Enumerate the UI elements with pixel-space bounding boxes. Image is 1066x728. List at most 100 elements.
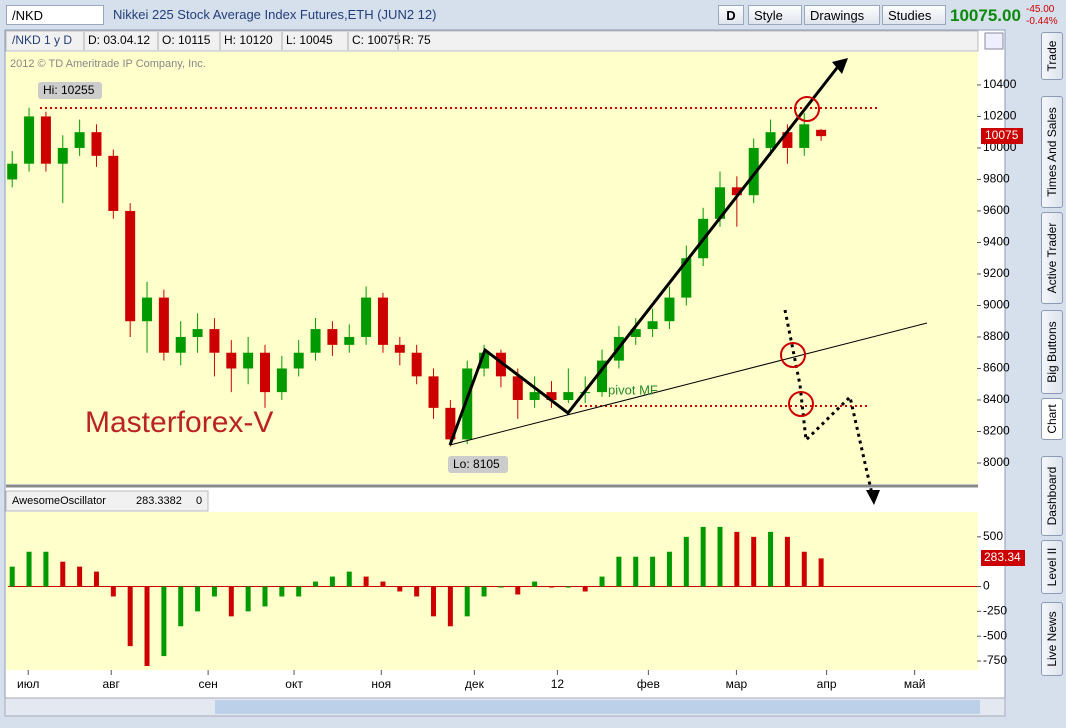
candle-body [647, 321, 658, 330]
tab-label: Live News [1045, 611, 1059, 667]
osc-bar [262, 586, 268, 607]
osc-bar [498, 586, 504, 588]
study-zero: 0 [196, 495, 202, 507]
y-tick-label: 8600 [983, 361, 1010, 375]
pivot-label: pivot MF [608, 382, 658, 397]
wave-lines [448, 63, 842, 446]
info-field: /NKD 1 y D [12, 33, 72, 47]
candle-body [57, 147, 68, 164]
side-tab[interactable]: Level II [1041, 540, 1063, 594]
osc-bar [818, 558, 824, 587]
side-tab[interactable]: Dashboard [1041, 456, 1063, 536]
scroll-thumb[interactable] [215, 700, 980, 714]
study-bar [5, 490, 209, 512]
osc-bar [380, 581, 386, 587]
y-tick-label: -500 [983, 628, 1007, 642]
x-tick-label: июл [17, 677, 39, 691]
studies-button[interactable]: Studies [882, 5, 946, 25]
candle-body [243, 352, 254, 369]
osc-bar [363, 576, 369, 587]
forecast-line [783, 309, 874, 495]
y-tick-label: 8800 [983, 329, 1010, 343]
osc-bar [582, 586, 588, 592]
study-name: AwesomeOscillator [12, 495, 106, 507]
osc-bar [178, 586, 184, 627]
osc-bar [397, 586, 403, 592]
style-label: Style [754, 8, 783, 23]
info-bar [5, 30, 979, 52]
candle-body [125, 210, 136, 322]
arrow-head [832, 58, 848, 74]
osc-bar [481, 586, 487, 597]
x-tick-label: авг [103, 677, 121, 691]
osc-bar [768, 531, 774, 587]
last-price: 10075.00 [950, 6, 1021, 25]
osc-bar [650, 556, 656, 587]
candle-body [142, 297, 153, 322]
candle-body [479, 352, 490, 369]
osc-bar [565, 586, 571, 588]
osc-bar [110, 586, 116, 597]
side-tab[interactable]: Active Trader [1041, 212, 1063, 304]
osc-tag [981, 550, 1025, 566]
osc-bar [751, 536, 757, 587]
osc-bar [633, 556, 639, 587]
osc-tag-label: 283.34 [984, 550, 1021, 564]
y-tick-label: 10200 [983, 109, 1017, 123]
osc-bar [464, 586, 470, 617]
osc-bar [666, 551, 672, 587]
osc-bar [700, 526, 706, 587]
y-tick-label: -750 [983, 653, 1007, 667]
info-field: R: 75 [402, 33, 431, 47]
x-tick-label: фев [637, 677, 660, 691]
tab-label: Level II [1045, 547, 1059, 587]
osc-bar [228, 586, 234, 617]
osc-bar [43, 551, 49, 587]
side-tab[interactable]: Live News [1041, 602, 1063, 676]
candle-body [91, 132, 102, 156]
chart: 2012 © TD Ameritrade IP Company, Inc. /N… [4, 29, 1025, 717]
osc-bar [93, 571, 99, 587]
circle-mark [794, 96, 820, 122]
candle-body [377, 297, 388, 345]
hi-label: Hi: 10255 [43, 83, 95, 97]
osc-bar [616, 556, 622, 587]
osc-bar [717, 526, 723, 587]
side-tab[interactable]: Big Buttons [1041, 310, 1063, 394]
osc-bar [346, 571, 352, 587]
watermark: Masterforex-V [85, 406, 273, 439]
osc-bar [161, 586, 167, 657]
candle-body [799, 124, 810, 148]
side-tab[interactable]: Trade [1041, 32, 1063, 80]
price-tag [981, 128, 1023, 144]
settings-icon[interactable] [984, 32, 1004, 50]
x-tick-label: апр [817, 677, 837, 691]
osc-bar [683, 536, 689, 587]
drawings-button[interactable]: Drawings [804, 5, 880, 25]
tab-label: Trade [1045, 40, 1059, 72]
annotations [40, 58, 928, 505]
symbol-box[interactable]: /NKD [6, 5, 104, 25]
osc-bar [60, 561, 66, 587]
side-tab[interactable]: Times And Sales [1041, 96, 1063, 208]
y-tick-label: 9400 [983, 235, 1010, 249]
candle-body [748, 147, 759, 196]
candle-body [276, 368, 287, 393]
tab-label: Dashboard [1045, 466, 1059, 526]
candle-body [462, 368, 473, 440]
style-button[interactable]: Style [748, 5, 802, 25]
candle-body [361, 297, 372, 337]
period-button[interactable]: D [718, 5, 744, 25]
y-tick-label: 8000 [983, 455, 1010, 469]
candle-body [7, 163, 18, 180]
osc-bar [195, 586, 201, 612]
osc-bar [211, 586, 217, 597]
x-tick-label: дек [465, 677, 485, 691]
symbol: /NKD [12, 8, 44, 23]
candle-body [664, 297, 675, 322]
x-tick-label: сен [198, 677, 217, 691]
side-tab[interactable]: Chart [1041, 398, 1063, 440]
candle-body [782, 132, 793, 148]
candle-body [715, 187, 726, 219]
